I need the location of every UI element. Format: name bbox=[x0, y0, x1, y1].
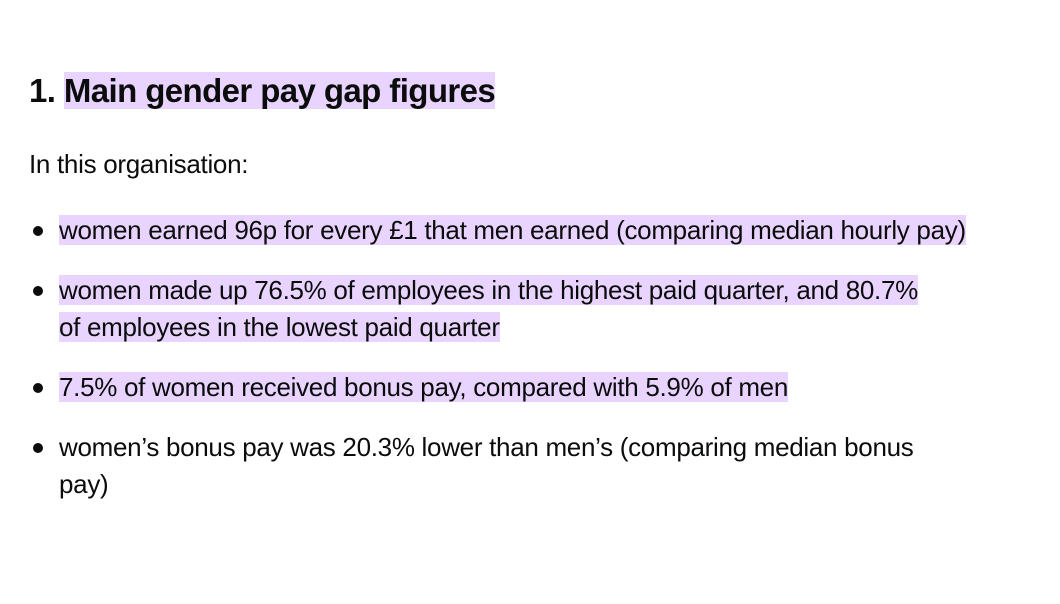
bullet-text: women made up 76.5% of employees in the … bbox=[59, 275, 918, 342]
heading-number: 1. bbox=[29, 72, 56, 109]
list-item: women made up 76.5% of employees in the … bbox=[29, 272, 939, 346]
intro-text: In this organisation: bbox=[29, 149, 249, 179]
bullet-dot-icon bbox=[33, 383, 43, 393]
bullet-dot-icon bbox=[33, 226, 43, 236]
list-item: women earned 96p for every £1 that men e… bbox=[29, 212, 1004, 249]
list-item: women’s bonus pay was 20.3% lower than m… bbox=[29, 429, 939, 503]
bullet-text: women earned 96p for every £1 that men e… bbox=[59, 215, 966, 245]
bullet-text: women’s bonus pay was 20.3% lower than m… bbox=[59, 432, 914, 499]
bullet-text: 7.5% of women received bonus pay, compar… bbox=[59, 372, 789, 402]
figures-list: women earned 96p for every £1 that men e… bbox=[29, 212, 1019, 503]
bullet-dot-icon bbox=[33, 443, 43, 453]
section-heading: 1. Main gender pay gap figures bbox=[29, 68, 1019, 114]
list-item: 7.5% of women received bonus pay, compar… bbox=[29, 369, 1019, 406]
bullet-dot-icon bbox=[33, 286, 43, 296]
pay-gap-section: 1. Main gender pay gap figures In this o… bbox=[29, 68, 1019, 499]
heading-text: Main gender pay gap figures bbox=[63, 72, 496, 109]
